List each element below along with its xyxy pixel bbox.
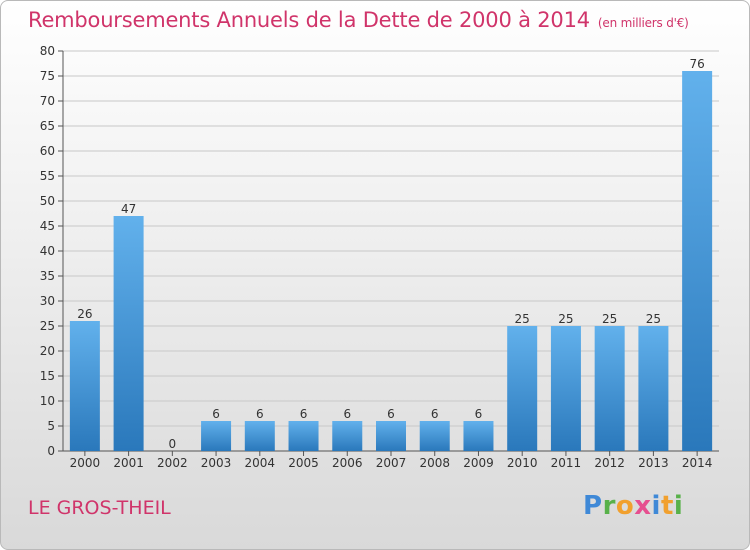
x-tick-label-2008: 2008: [419, 456, 450, 470]
y-tick-label: 20: [40, 344, 55, 358]
bar-2003: [201, 421, 232, 451]
y-tick-label: 10: [40, 394, 55, 408]
y-tick-label: 50: [40, 194, 55, 208]
bar-2005: [288, 421, 319, 451]
value-label-2002: 0: [169, 437, 177, 451]
y-tick-label: 25: [40, 319, 55, 333]
chart-subtitle: (en milliers d'€): [597, 16, 689, 30]
y-tick-label: 30: [40, 294, 55, 308]
y-tick-label: 65: [40, 119, 55, 133]
value-label-2004: 6: [256, 407, 264, 421]
commune-name: LE GROS-THEIL: [28, 497, 171, 519]
value-label-2009: 6: [475, 407, 483, 421]
y-tick-label: 40: [40, 244, 55, 258]
bar-2001: [113, 216, 144, 451]
x-tick-label-2002: 2002: [157, 456, 188, 470]
x-tick-label-2001: 2001: [113, 456, 144, 470]
value-label-2012: 25: [602, 312, 617, 326]
y-tick-label: 15: [40, 369, 55, 383]
bar-2010: [507, 326, 538, 451]
x-tick-label-2010: 2010: [507, 456, 538, 470]
x-tick-label-2012: 2012: [594, 456, 625, 470]
bar-2007: [376, 421, 406, 451]
bar-2013: [638, 326, 669, 451]
y-tick-label: 55: [40, 169, 55, 183]
y-tick-label: 45: [40, 219, 55, 233]
x-tick-label-2006: 2006: [332, 456, 363, 470]
y-tick-label: 75: [40, 69, 55, 83]
value-label-2008: 6: [431, 407, 439, 421]
y-tick-label: 60: [40, 144, 55, 158]
x-tick-label-2014: 2014: [682, 456, 713, 470]
x-tick-label-2005: 2005: [288, 456, 319, 470]
bar-2004: [244, 421, 275, 451]
value-label-2011: 25: [558, 312, 573, 326]
x-tick-label-2004: 2004: [245, 456, 276, 470]
labels: 0510152025303540455055606570758020002620…: [40, 44, 713, 470]
x-tick-label-2003: 2003: [201, 456, 232, 470]
y-tick-label: 35: [40, 269, 55, 283]
value-label-2010: 25: [515, 312, 530, 326]
value-label-2006: 6: [343, 407, 351, 421]
y-tick-label: 0: [47, 444, 55, 458]
value-label-2014: 76: [689, 57, 704, 71]
bar-2006: [332, 421, 363, 451]
chart-title: Remboursements Annuels de la Dette de 20…: [28, 8, 689, 32]
value-label-2007: 6: [387, 407, 395, 421]
chart-title-text: Remboursements Annuels de la Dette de 20…: [28, 8, 590, 32]
x-tick-label-2000: 2000: [70, 456, 101, 470]
bar-2012: [594, 326, 625, 451]
bar-2014: [682, 71, 713, 451]
x-tick-label-2011: 2011: [551, 456, 582, 470]
proxiti-logo[interactable]: Proxiti: [583, 491, 684, 521]
y-tick-label: 5: [47, 419, 55, 433]
bar-2009: [463, 421, 494, 451]
y-tick-label: 80: [40, 44, 55, 58]
x-tick-label-2009: 2009: [463, 456, 494, 470]
value-label-2005: 6: [300, 407, 308, 421]
bar-2011: [550, 326, 581, 451]
x-tick-label-2007: 2007: [376, 456, 407, 470]
value-label-2000: 26: [77, 307, 92, 321]
x-tick-label-2013: 2013: [638, 456, 669, 470]
value-label-2013: 25: [646, 312, 661, 326]
bar-2008: [419, 421, 450, 451]
bar-2000: [69, 321, 100, 451]
y-tick-label: 70: [40, 94, 55, 108]
value-label-2003: 6: [212, 407, 220, 421]
value-label-2001: 47: [121, 202, 136, 216]
bars: [69, 71, 713, 451]
